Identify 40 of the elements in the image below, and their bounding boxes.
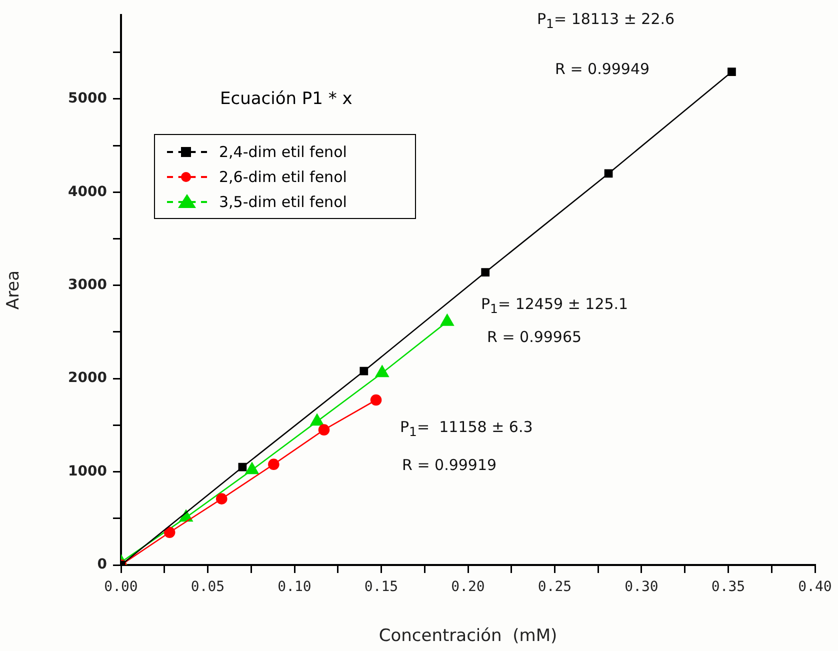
legend-label: 2,6-dim etil fenol (219, 168, 347, 186)
legend-label: 3,5-dim etil fenol (219, 192, 347, 210)
point (481, 268, 490, 276)
y-tick-label: 1000 (68, 463, 108, 480)
annotation: P$_{1}$= 12459 ± 125.1 (481, 295, 628, 316)
point (728, 68, 736, 76)
legend-label: 2,4-dim etil fenol (219, 142, 347, 160)
x-tick-label: 0.20 (451, 579, 485, 596)
point (360, 366, 368, 376)
y-axis-title: Area (4, 270, 24, 310)
point (245, 462, 259, 474)
y-tick-label: 3000 (68, 276, 108, 293)
y-tick-label: 5000 (68, 90, 108, 107)
point (310, 414, 324, 426)
annotation: R = 0.99919 (402, 456, 497, 474)
y-tick-label: 2000 (68, 370, 108, 386)
legend-title: Ecuación P1 * x (220, 89, 352, 109)
x-tick-label: 0.15 (364, 579, 398, 596)
x-tick-label: 0.00 (104, 579, 138, 596)
point (604, 169, 613, 178)
point (318, 424, 330, 436)
x-axis-title: Concentración (mM) (378, 626, 558, 646)
x-tick-label: 0.10 (278, 579, 312, 596)
x-tick-label: 0.25 (538, 579, 572, 596)
annotation: R = 0.99965 (487, 328, 582, 346)
point (216, 493, 228, 504)
x-tick-label: 0.05 (190, 579, 225, 596)
point (238, 462, 247, 472)
y-tick-label: 0 (97, 556, 108, 573)
y-tick-label: 4000 (68, 184, 108, 200)
annotation: P$_{1}$= 18113 ± 22.6 (537, 10, 675, 31)
x-tick-label: 0.35 (711, 579, 746, 596)
point (440, 314, 454, 326)
point (268, 458, 280, 470)
x-tick-label: 0.30 (624, 579, 658, 596)
point (370, 394, 382, 406)
annotation: P$_{1}$= 11158 ± 6.3 (400, 418, 533, 439)
x-tick-label: 0.40 (798, 579, 832, 596)
point (375, 365, 389, 378)
annotation: R = 0.99949 (555, 60, 650, 78)
